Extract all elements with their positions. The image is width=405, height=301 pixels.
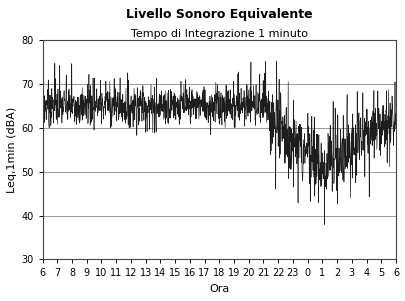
X-axis label: Ora: Ora: [209, 284, 229, 294]
Text: Livello Sonoro Equivalente: Livello Sonoro Equivalente: [126, 8, 312, 21]
Y-axis label: Leq,1min (dBA): Leq,1min (dBA): [7, 107, 17, 193]
Title: Tempo di Integrazione 1 minuto: Tempo di Integrazione 1 minuto: [130, 29, 307, 39]
